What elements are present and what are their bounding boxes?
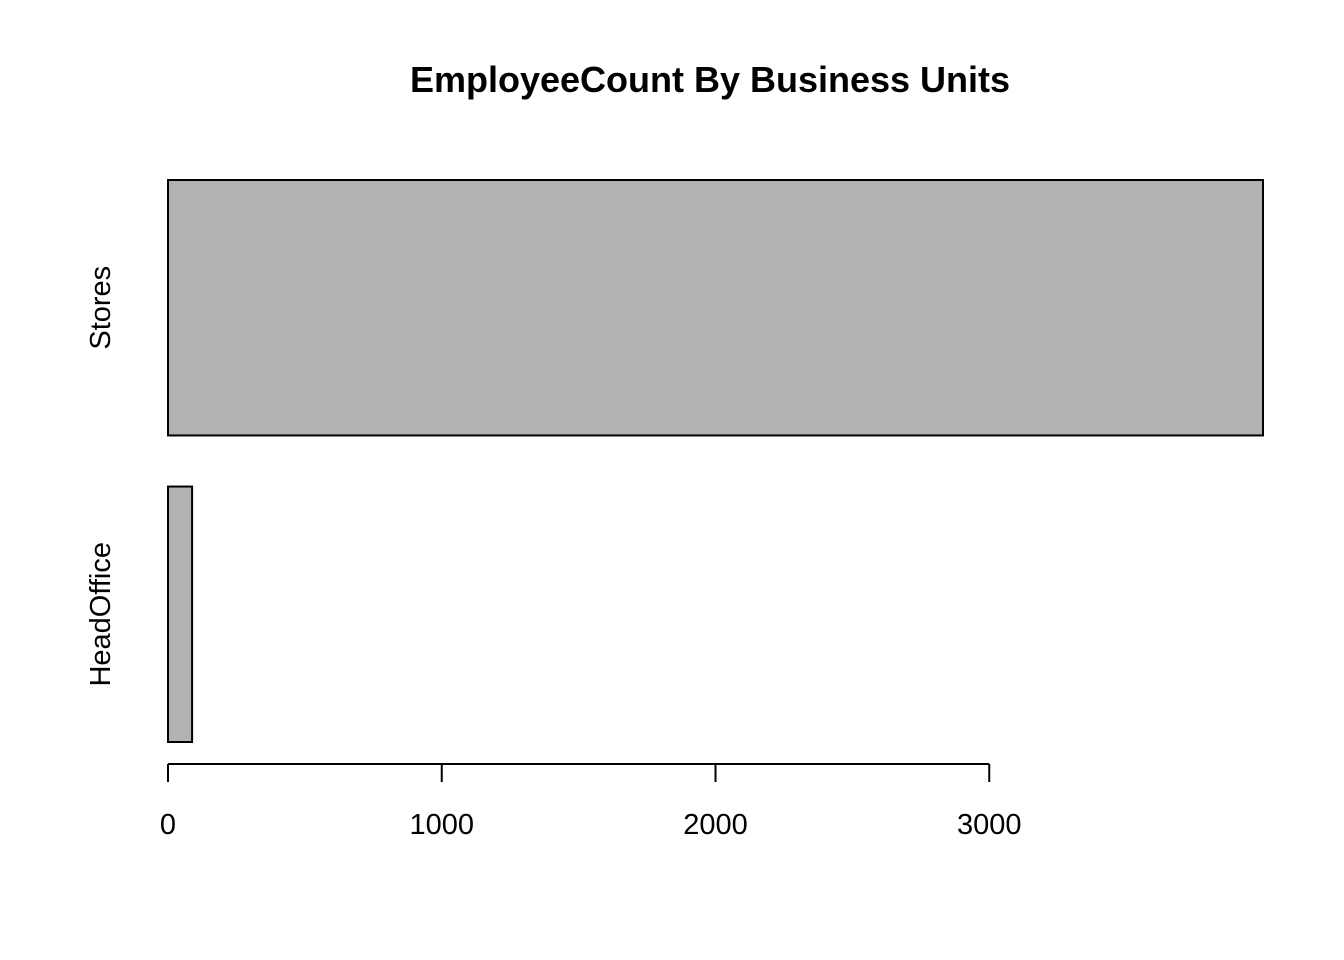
x-axis: 0 1000 2000 3000 — [160, 763, 1022, 841]
x-tick-label: 2000 — [683, 809, 748, 841]
category-labels: HeadOffice Stores — [85, 266, 117, 687]
x-tick-label: 3000 — [957, 809, 1022, 841]
bars-group — [167, 179, 1264, 743]
x-tick-label: 1000 — [409, 809, 474, 841]
chart-title: EmployeeCount By Business Units — [410, 59, 1010, 100]
category-label-stores: Stores — [85, 266, 117, 350]
x-tick-label: 0 — [160, 809, 176, 841]
bar-headoffice — [167, 485, 194, 743]
category-label-headoffice: HeadOffice — [85, 542, 117, 687]
bar-stores — [167, 179, 1264, 437]
